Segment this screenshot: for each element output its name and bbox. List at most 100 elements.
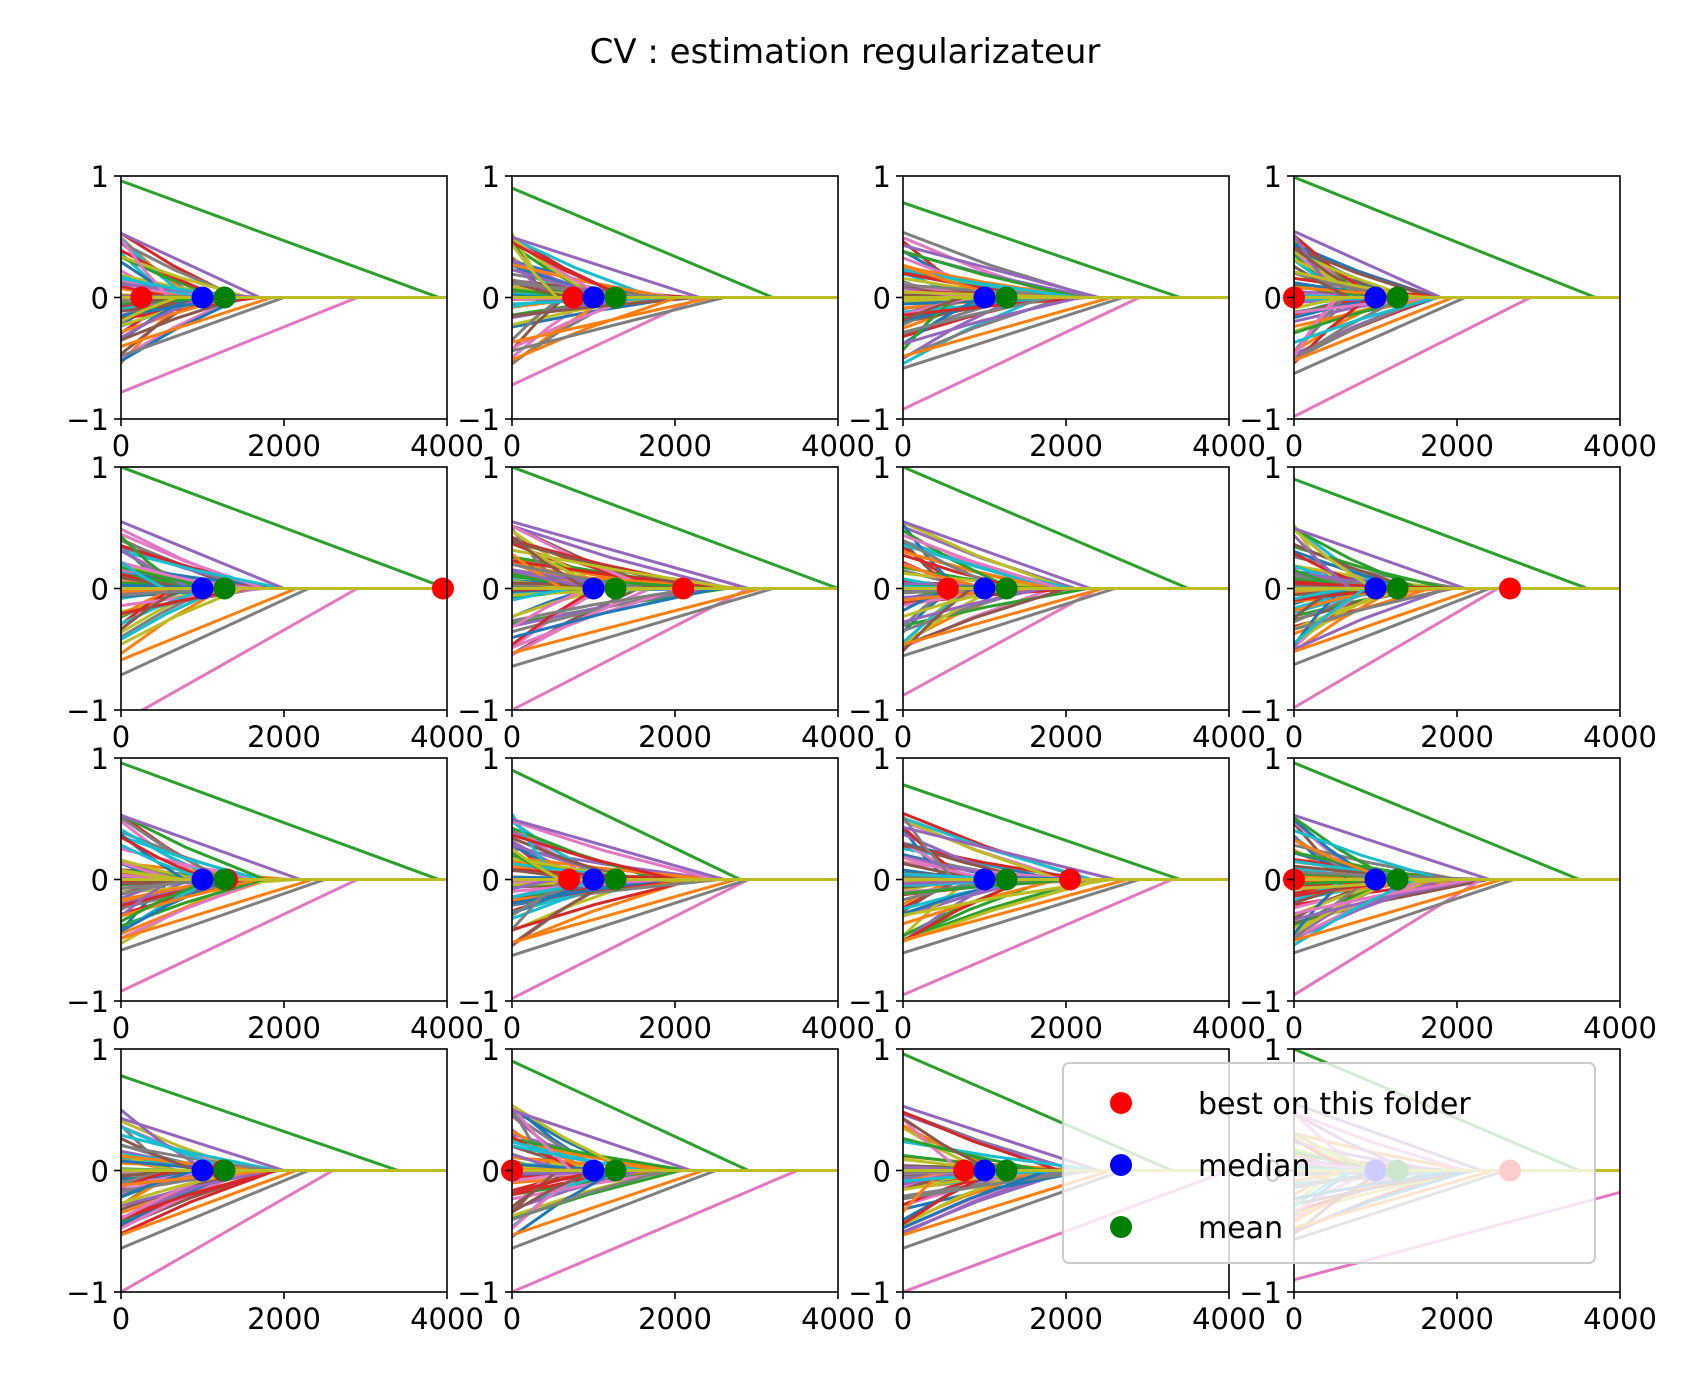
- y-tick-label: 0: [1264, 282, 1282, 316]
- y-tick-label: 1: [1264, 451, 1282, 485]
- best-marker: [130, 286, 153, 309]
- coefficient-paths: [512, 467, 838, 710]
- x-tick-label: 0: [1285, 1302, 1303, 1336]
- subplot-14: 10−10 2000 4000: [457, 1033, 875, 1336]
- coefficient-line: [121, 467, 447, 590]
- legend-label: mean: [1198, 1211, 1283, 1246]
- subplot-5: 10−10 2000 4000: [66, 451, 484, 754]
- x-tick-label: 0: [503, 429, 521, 463]
- subplot-3: 10−10 2000 4000: [848, 160, 1266, 463]
- legend-marker: [1110, 1216, 1132, 1238]
- y-tick-label: 0: [1264, 573, 1282, 607]
- legend-marker: [1110, 1092, 1132, 1114]
- best-marker: [936, 577, 959, 600]
- median-marker: [973, 286, 996, 309]
- coefficient-paths: [121, 179, 447, 394]
- mean-marker: [604, 868, 627, 891]
- x-tick-label: 0: [894, 1011, 912, 1045]
- y-tick-label: 0: [482, 1155, 500, 1189]
- x-tick-label: 2000: [247, 1302, 321, 1336]
- y-tick-label: −1: [66, 1276, 109, 1310]
- y-tick-label: 1: [91, 451, 109, 485]
- x-tick-label: 0: [503, 1302, 521, 1336]
- y-tick-label: 1: [482, 1033, 500, 1067]
- subplot-8: 10−10 2000 4000: [1239, 451, 1657, 754]
- x-tick-label: 0: [894, 1302, 912, 1336]
- x-tick-label: 0: [503, 720, 521, 754]
- x-tick-label: 2000: [1029, 720, 1103, 754]
- median-marker: [191, 1159, 214, 1182]
- coefficient-paths: [903, 201, 1229, 411]
- y-tick-label: 0: [482, 573, 500, 607]
- legend-label: best on this folder: [1198, 1087, 1471, 1122]
- mean-marker: [604, 1159, 627, 1182]
- mean-marker: [1386, 286, 1409, 309]
- x-tick-label: 2000: [247, 1011, 321, 1045]
- x-tick-label: 2000: [638, 429, 712, 463]
- legend-label: median: [1198, 1149, 1310, 1184]
- x-tick-label: 4000: [1583, 429, 1657, 463]
- y-tick-label: −1: [848, 694, 891, 728]
- y-tick-label: −1: [1239, 1276, 1282, 1310]
- median-marker: [191, 577, 214, 600]
- y-tick-label: 1: [482, 451, 500, 485]
- y-tick-label: 1: [91, 160, 109, 194]
- mean-marker: [995, 577, 1018, 600]
- y-tick-label: 0: [91, 282, 109, 316]
- x-tick-label: 2000: [1029, 1302, 1103, 1336]
- y-tick-label: −1: [457, 1276, 500, 1310]
- mean-marker: [1386, 868, 1409, 891]
- x-tick-label: 4000: [801, 720, 875, 754]
- x-tick-label: 0: [1285, 1011, 1303, 1045]
- x-tick-label: 0: [112, 1302, 130, 1336]
- y-tick-label: 1: [482, 160, 500, 194]
- median-marker: [191, 286, 214, 309]
- x-tick-label: 4000: [410, 1302, 484, 1336]
- y-tick-label: 1: [873, 160, 891, 194]
- y-tick-label: −1: [66, 985, 109, 1019]
- median-marker: [582, 286, 605, 309]
- subplot-10: 10−10 2000 4000: [457, 742, 875, 1045]
- x-tick-label: 4000: [801, 1011, 875, 1045]
- median-marker: [191, 868, 214, 891]
- y-tick-label: 1: [91, 742, 109, 776]
- mean-marker: [213, 577, 236, 600]
- y-tick-label: −1: [1239, 403, 1282, 437]
- x-tick-label: 0: [503, 1011, 521, 1045]
- x-tick-label: 2000: [247, 429, 321, 463]
- x-tick-label: 2000: [1420, 1302, 1494, 1336]
- subplot-4: 10−10 2000 4000: [1239, 160, 1657, 463]
- x-tick-label: 4000: [410, 1011, 484, 1045]
- y-tick-label: 0: [1264, 864, 1282, 898]
- x-tick-label: 2000: [638, 1302, 712, 1336]
- best-marker: [953, 1159, 976, 1182]
- best-marker: [1498, 577, 1521, 600]
- legend-marker: [1110, 1154, 1132, 1176]
- median-marker: [582, 868, 605, 891]
- subplot-2: 10−10 2000 4000: [457, 160, 875, 463]
- mean-marker: [213, 1159, 236, 1182]
- y-tick-label: −1: [848, 1276, 891, 1310]
- x-tick-label: 4000: [1192, 1011, 1266, 1045]
- x-tick-label: 0: [112, 1011, 130, 1045]
- y-tick-label: −1: [848, 985, 891, 1019]
- subplot-1: 10−10 2000 4000: [66, 160, 484, 463]
- median-marker: [1364, 577, 1387, 600]
- x-tick-label: 4000: [1583, 720, 1657, 754]
- x-tick-label: 0: [1285, 429, 1303, 463]
- y-tick-label: 0: [482, 864, 500, 898]
- y-tick-label: 1: [873, 742, 891, 776]
- x-tick-label: 4000: [410, 720, 484, 754]
- y-tick-label: 1: [482, 742, 500, 776]
- x-tick-label: 4000: [1583, 1302, 1657, 1336]
- y-tick-label: 1: [1264, 742, 1282, 776]
- legend-box: [1062, 1062, 1596, 1264]
- y-tick-label: 1: [1264, 1033, 1282, 1067]
- y-tick-label: 0: [482, 282, 500, 316]
- y-tick-label: 0: [873, 282, 891, 316]
- subplot-11: 10−10 2000 4000: [848, 742, 1266, 1045]
- y-tick-label: 1: [91, 1033, 109, 1067]
- y-tick-label: 0: [873, 864, 891, 898]
- legend: best on this folder median mean: [1062, 1062, 1596, 1264]
